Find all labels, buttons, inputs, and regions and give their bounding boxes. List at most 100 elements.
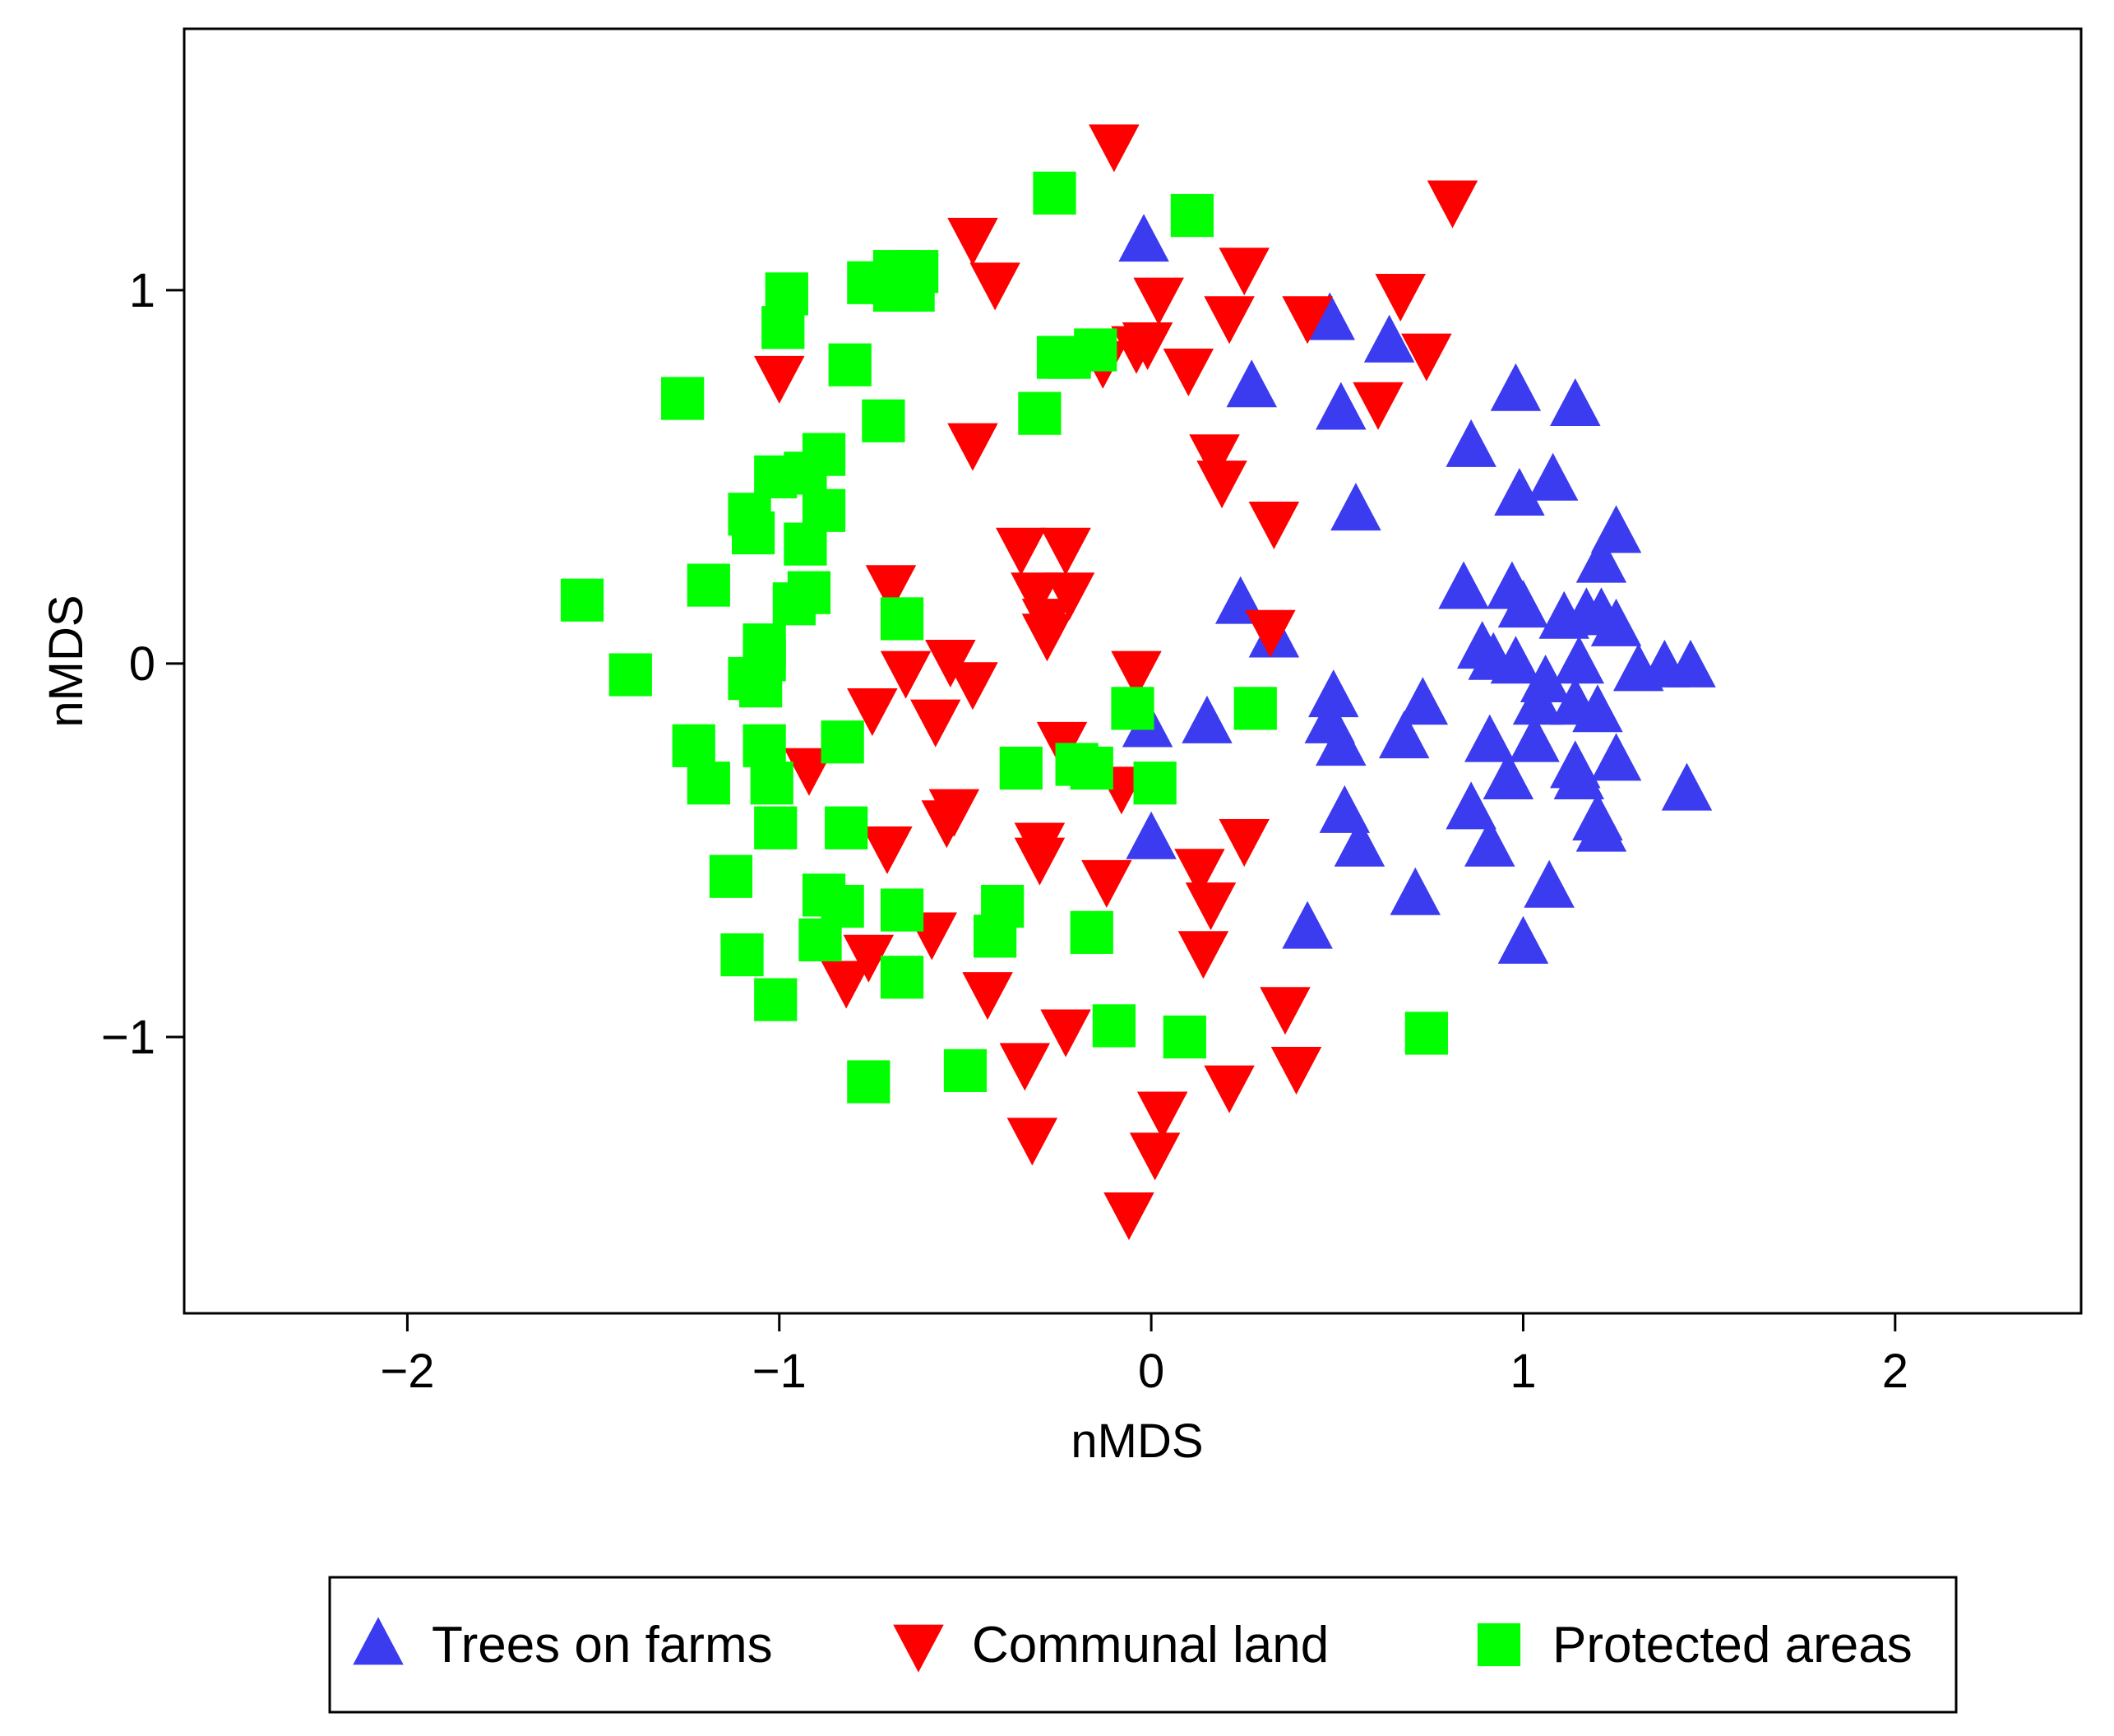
point-communal-land-57 [1129, 1132, 1181, 1181]
point-protected-areas-41 [687, 762, 730, 805]
point-protected-areas-13 [1048, 336, 1091, 379]
point-communal-land-17 [1189, 434, 1240, 483]
point-protected-areas-15 [862, 399, 905, 442]
point-communal-land-29 [880, 650, 932, 699]
point-communal-land-23 [1043, 572, 1095, 621]
point-communal-land-21 [1040, 527, 1091, 576]
point-trees-on-farms-42 [1483, 752, 1534, 800]
point-communal-land-42 [1014, 837, 1066, 886]
point-trees-on-farms-6 [1550, 377, 1601, 426]
point-protected-areas-10 [828, 343, 872, 387]
point-communal-land-6 [1375, 274, 1426, 322]
point-communal-land-2 [947, 217, 998, 266]
y-axis-label: nMDS [39, 595, 93, 727]
point-protected-areas-55 [880, 956, 924, 999]
point-trees-on-farms-56 [1282, 900, 1333, 949]
point-protected-areas-52 [1070, 910, 1113, 954]
point-communal-land-4 [1219, 248, 1270, 296]
point-communal-land-31 [947, 662, 998, 711]
point-communal-land-59 [1103, 1192, 1154, 1241]
point-trees-on-farms-0 [1118, 214, 1169, 262]
point-communal-land-0 [1089, 124, 1140, 173]
point-protected-areas-45 [825, 806, 868, 849]
point-trees-on-farms-32 [1572, 684, 1623, 733]
point-trees-on-farms-10 [1494, 467, 1545, 516]
point-protected-areas-60 [943, 1049, 988, 1092]
point-communal-land-32 [847, 688, 898, 737]
point-communal-land-15 [1353, 382, 1404, 430]
point-protected-areas-53 [798, 918, 842, 962]
point-communal-land-26 [1245, 609, 1296, 658]
point-communal-land-47 [843, 934, 895, 983]
plot-frame [183, 27, 2083, 1315]
point-protected-areas-22 [732, 511, 775, 555]
point-protected-areas-36 [742, 724, 786, 767]
point-protected-areas-32 [608, 653, 652, 697]
point-trees-on-farms-36 [1316, 718, 1367, 766]
point-protected-areas-54 [720, 933, 764, 977]
legend-label-communal-land: Communal land [972, 1617, 1329, 1674]
legend-marker-communal-land [893, 1624, 944, 1673]
point-protected-areas-24 [687, 563, 730, 607]
point-communal-land-55 [1204, 1065, 1255, 1113]
x-tick-label: −1 [752, 1345, 807, 1398]
x-tick-label: −2 [380, 1345, 434, 1398]
point-trees-on-farms-1 [1304, 292, 1355, 340]
x-tick-label: 0 [1138, 1345, 1164, 1398]
point-communal-land-43 [1081, 859, 1132, 908]
point-protected-areas-46 [709, 854, 753, 898]
point-protected-areas-37 [821, 720, 864, 764]
legend-box [328, 1576, 1958, 1714]
point-communal-land-14 [1163, 348, 1214, 396]
point-protected-areas-1 [1170, 193, 1214, 238]
point-communal-land-12 [754, 355, 805, 404]
point-trees-on-farms-7 [1446, 419, 1496, 467]
point-protected-areas-59 [1404, 1012, 1448, 1055]
point-communal-land-11 [1401, 333, 1452, 382]
point-communal-land-19 [1248, 502, 1300, 550]
legend-marker-protected-areas [1477, 1623, 1521, 1667]
point-communal-land-38 [921, 800, 973, 849]
point-communal-land-52 [1040, 1009, 1091, 1058]
x-axis-ticks: −2 −1 0 1 2 [380, 1313, 1908, 1398]
point-communal-land-48 [1177, 931, 1229, 979]
point-protected-areas-56 [754, 978, 798, 1021]
point-protected-areas-16 [1018, 391, 1062, 435]
point-communal-land-54 [1270, 1046, 1322, 1095]
point-communal-land-10 [1122, 322, 1173, 371]
point-protected-areas-40 [1070, 746, 1113, 790]
y-axis-ticks: −1 0 1 [101, 264, 184, 1064]
point-communal-land-5 [1133, 277, 1184, 326]
point-trees-on-farms-24 [1490, 636, 1542, 684]
point-trees-on-farms-54 [1390, 867, 1441, 915]
point-protected-areas-34 [1233, 687, 1277, 730]
point-communal-land-39 [862, 826, 913, 875]
legend: Trees on farms Communal land Protected are… [328, 1576, 1958, 1714]
point-communal-land-8 [1204, 296, 1255, 345]
point-communal-land-1 [1427, 180, 1478, 229]
data-points [560, 124, 1716, 1241]
point-trees-on-farms-55 [1524, 859, 1575, 908]
point-communal-land-27 [1021, 613, 1073, 662]
point-communal-land-30 [1111, 650, 1162, 699]
point-communal-land-49 [821, 961, 872, 1009]
x-tick-label: 2 [1882, 1345, 1908, 1398]
point-protected-areas-44 [754, 806, 798, 849]
point-communal-land-56 [1136, 1091, 1188, 1140]
point-trees-on-farms-16 [1497, 580, 1549, 628]
point-trees-on-farms-44 [1661, 762, 1713, 811]
point-trees-on-farms-33 [1308, 669, 1359, 718]
point-communal-land-7 [1282, 296, 1333, 345]
point-communal-land-51 [1260, 987, 1311, 1035]
point-protected-areas-27 [560, 578, 604, 622]
point-protected-areas-58 [1163, 1015, 1206, 1059]
point-trees-on-farms-48 [1575, 803, 1627, 852]
point-trees-on-farms-5 [1490, 363, 1542, 411]
point-communal-land-44 [1174, 849, 1225, 897]
x-tick-label: 1 [1510, 1345, 1536, 1398]
point-protected-areas-14 [661, 377, 705, 420]
point-trees-on-farms-49 [1334, 818, 1385, 867]
point-protected-areas-7 [872, 268, 917, 312]
point-communal-land-33 [910, 699, 961, 748]
point-protected-areas-33 [739, 664, 783, 708]
